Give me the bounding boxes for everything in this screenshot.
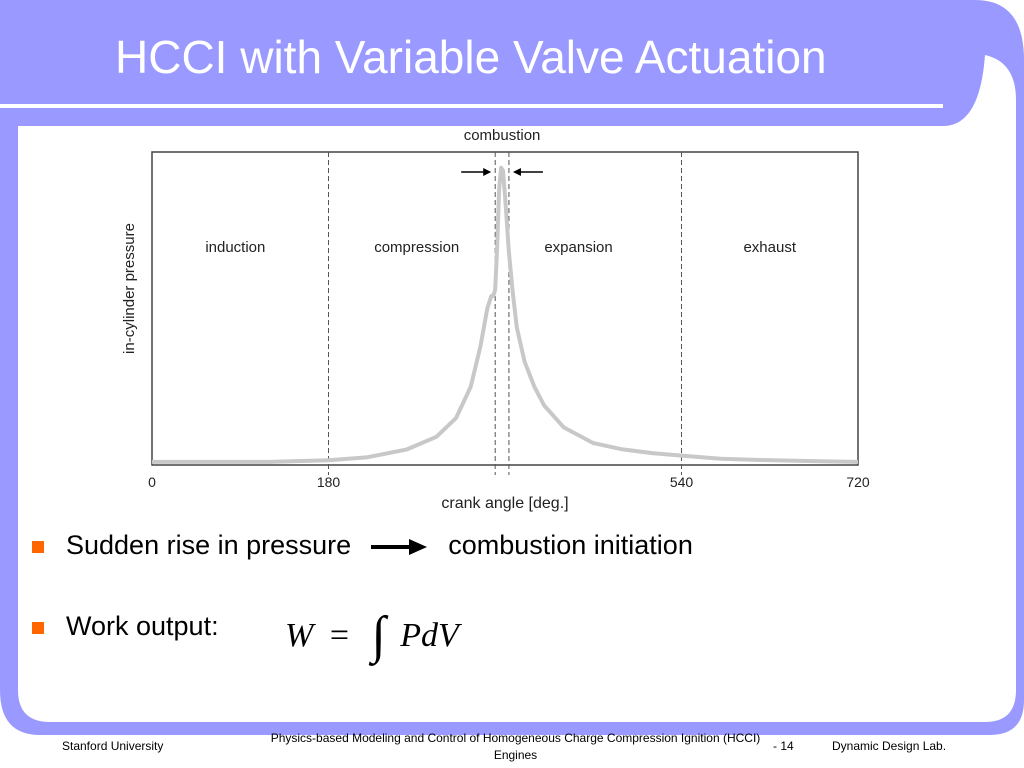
formula-rhs: PdV [400,617,459,654]
phase-label: expansion [544,239,612,256]
bullet-text: Work output: [66,611,219,641]
x-tick-label: 180 [317,474,341,490]
bullet-marker [32,541,44,553]
combustion-arrowhead-left [483,168,492,176]
combustion-arrowhead-right [512,168,521,176]
plot-area [151,151,859,466]
footer-right: Dynamic Design Lab. [832,739,947,753]
slide-content-area [18,55,1016,722]
slide-title: HCCI with Variable Valve Actuation [115,31,827,83]
phase-label: exhaust [743,239,796,256]
formula-equals: = [329,617,350,654]
bullet-marker [32,622,44,634]
phase-label: compression [374,239,459,256]
formula-lhs: W [285,617,314,654]
pressure-chart: induction compression expansion exhaust comb… [121,127,870,512]
footer-left: Stanford University [62,739,164,753]
right-arrow-icon [370,538,427,555]
bullet-text: Sudden rise in pressure combustion initi… [66,530,693,561]
combustion-label: combustion [464,127,541,144]
x-tick-label: 0 [148,474,156,490]
integral-sign: ∫ [371,607,386,664]
pressure-curve [152,165,859,464]
work-formula: W = ∫ PdV [285,600,459,664]
bullet-text-after: combustion initiation [448,530,693,560]
x-tick-label: 540 [670,474,694,490]
y-axis-label: in-cylinder pressure [121,223,138,354]
footer-page-number: - 14 [773,739,794,753]
bullet-text-before: Sudden rise in pressure [66,530,352,560]
x-tick-label: 720 [846,474,870,490]
phase-label: induction [205,239,265,256]
x-axis-label: crank angle [deg.] [441,495,568,512]
title-underline [0,104,943,108]
footer-center: Physics-based Modeling and Control of Ho… [270,731,761,762]
